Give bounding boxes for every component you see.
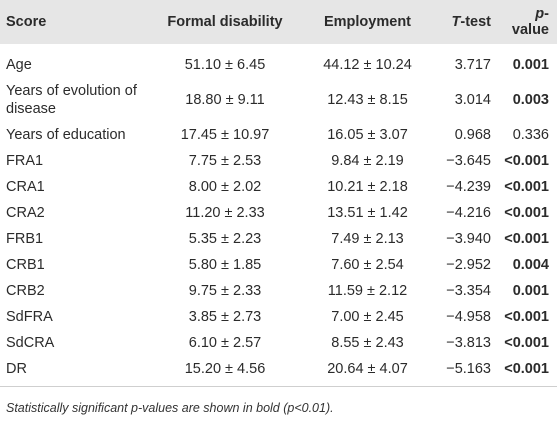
cell: 0.001 <box>512 283 549 299</box>
cell: 0.004 <box>512 257 549 273</box>
cell: <0.001 <box>504 179 549 195</box>
row-label: SdCRA <box>6 335 55 351</box>
cell: <0.001 <box>504 205 549 221</box>
header-row: Score Formal disability Employment T-test p-… <box>0 0 557 44</box>
cell: 8.55 ± 2.43 <box>331 335 404 351</box>
cell: −5.163 <box>435 356 497 387</box>
row-label: FRA1 <box>6 153 44 169</box>
cell: 0.001 <box>512 57 549 73</box>
cell: 11.20 ± 2.33 <box>185 205 265 221</box>
row-label: Years of education <box>6 127 126 143</box>
header-text: Formal disability <box>167 14 283 30</box>
cell: 51.10 ± 6.45 <box>184 57 266 73</box>
header-text: Employment <box>323 14 411 30</box>
table-row: Years of education 17.45 ± 10.97 16.05 ± 3… <box>0 122 557 148</box>
cell: <0.001 <box>504 231 549 247</box>
table-body: Age 51.10 ± 6.45 44.12 ± 10.24 3.717 0.001 Ye… <box>0 44 557 387</box>
header-text: -value <box>511 6 549 38</box>
cell: 3.85 ± 2.73 <box>188 309 262 325</box>
cell: 9.75 ± 2.33 <box>188 283 262 299</box>
cell: 6.10 ± 2.57 <box>188 335 262 351</box>
header-text: -test <box>460 14 491 30</box>
header-cell: Formal disability <box>150 0 300 44</box>
table-row: Years of evolution of disease 18.80 ± 9.1… <box>0 78 557 122</box>
cell: −2.952 <box>446 257 491 273</box>
row-label: CRA1 <box>6 179 45 195</box>
cell: −3.645 <box>446 153 491 169</box>
cell: 5.35 ± 2.23 <box>188 231 262 247</box>
cell: −3.940 <box>446 231 491 247</box>
row-label: CRA2 <box>6 205 45 221</box>
cell: 17.45 ± 10.97 <box>180 127 270 143</box>
table-row: CRA2 11.20 ± 2.33 13.51 ± 1.42 −4.216 <0.001 <box>0 200 557 226</box>
row-label: DR <box>0 356 150 387</box>
cell: <0.001 <box>497 356 557 387</box>
header-text: p <box>535 6 545 22</box>
cell: 0.003 <box>512 92 549 108</box>
table-row: Age 51.10 ± 6.45 44.12 ± 10.24 3.717 0.001 <box>0 44 557 78</box>
header-text: Score <box>6 14 47 30</box>
header-cell: Employment <box>300 0 435 44</box>
cell: −3.354 <box>446 283 491 299</box>
cell: −3.813 <box>446 335 491 351</box>
cell: <0.001 <box>504 153 549 169</box>
row-label: FRB1 <box>6 231 44 247</box>
cell: 7.60 ± 2.54 <box>331 257 404 273</box>
header-cell: T-test <box>435 0 497 44</box>
table-row: FRA1 7.75 ± 2.53 9.84 ± 2.19 −3.645 <0.001 <box>0 148 557 174</box>
cell: 12.43 ± 8.15 <box>327 92 408 108</box>
row-label: CRB1 <box>6 257 45 273</box>
cell: 0.968 <box>454 127 491 143</box>
table-row: CRA1 8.00 ± 2.02 10.21 ± 2.18 −4.239 <0.001 <box>0 174 557 200</box>
cell: 7.49 ± 2.13 <box>331 231 404 247</box>
cell: 9.84 ± 2.19 <box>331 153 404 169</box>
row-label: CRB2 <box>6 283 45 299</box>
cell: 0.336 <box>512 127 549 143</box>
row-label: SdFRA <box>6 309 53 325</box>
cell: 15.20 ± 4.56 <box>150 356 300 387</box>
table-row: SdCRA 6.10 ± 2.57 8.55 ± 2.43 −3.813 <0.001 <box>0 330 557 356</box>
cell: −4.239 <box>446 179 491 195</box>
header-cell: p-value <box>497 0 557 44</box>
header-cell: Score <box>0 0 150 44</box>
table-row: CRB2 9.75 ± 2.33 11.59 ± 2.12 −3.354 0.001 <box>0 278 557 304</box>
cell: 7.75 ± 2.53 <box>188 153 262 169</box>
cell: −4.958 <box>446 309 491 325</box>
cell: 8.00 ± 2.02 <box>188 179 262 195</box>
cell: 18.80 ± 9.11 <box>185 92 265 108</box>
cell: <0.001 <box>504 335 549 351</box>
cell: 11.59 ± 2.12 <box>327 283 408 299</box>
cell: −4.216 <box>446 205 491 221</box>
cell: 5.80 ± 1.85 <box>188 257 262 273</box>
cell: 7.00 ± 2.45 <box>331 309 404 325</box>
cell: 20.64 ± 4.07 <box>300 356 435 387</box>
data-table: Score Formal disability Employment T-test p-… <box>0 0 557 387</box>
cell: <0.001 <box>504 309 549 325</box>
table-row: SdFRA 3.85 ± 2.73 7.00 ± 2.45 −4.958 <0.001 <box>0 304 557 330</box>
row-label: Age <box>6 57 32 73</box>
footnote: Statistically significant p-values are s… <box>6 401 334 415</box>
cell: 3.717 <box>454 57 491 73</box>
row-label: Years of evolution of disease <box>6 83 137 117</box>
table-row: CRB1 5.80 ± 1.85 7.60 ± 2.54 −2.952 0.004 <box>0 252 557 278</box>
cell: 16.05 ± 3.07 <box>327 127 408 143</box>
table-header: Score Formal disability Employment T-test p-… <box>0 0 557 44</box>
table-row: FRB1 5.35 ± 2.23 7.49 ± 2.13 −3.940 <0.001 <box>0 226 557 252</box>
cell: 3.014 <box>454 92 491 108</box>
table-row: DR 15.20 ± 4.56 20.64 ± 4.07 −5.163 <0.001 <box>0 356 557 387</box>
cell: 10.21 ± 2.18 <box>327 179 408 195</box>
header-text: T <box>451 14 461 30</box>
cell: 44.12 ± 10.24 <box>323 57 412 73</box>
cell: 13.51 ± 1.42 <box>327 205 408 221</box>
